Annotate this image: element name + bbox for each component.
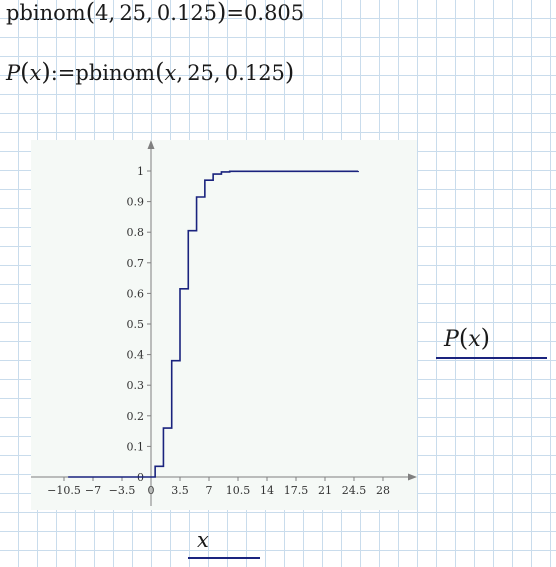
close-paren: ): [217, 0, 227, 26]
x-tick-label: 0: [148, 484, 155, 497]
open-paren: (: [20, 58, 30, 86]
axes-group: [31, 140, 417, 506]
result-value: 0.805: [244, 1, 305, 25]
argument-2: 25: [187, 61, 214, 85]
y-tick-label: 1: [137, 165, 144, 178]
y-tick-label: 0.5: [127, 318, 145, 331]
close-paren: ): [41, 58, 51, 86]
x-tick-label: −3.5: [109, 484, 136, 497]
close-paren: ): [480, 324, 490, 352]
x-tick-label: 7: [205, 484, 212, 497]
x-tick-label: 17.5: [284, 484, 309, 497]
definition-equation[interactable]: P(x):=pbinom(x, 25, 0.125): [6, 58, 295, 86]
x-tick-label: −10.5: [47, 484, 81, 497]
x-tick-label: 21: [318, 484, 332, 497]
trace-legend-line: [436, 357, 547, 359]
y-tick-label: 0.6: [127, 287, 145, 300]
open-paren: (: [85, 0, 96, 26]
x-tick-label: 3.5: [171, 484, 189, 497]
plot-canvas[interactable]: −10.5 −7 −3.5 0 3.5 7 10.5 14 17.5 21 24.5 280.10.2…: [31, 140, 417, 510]
cdf-step-trace: [68, 170, 359, 478]
x-tick-label: −7: [85, 484, 101, 497]
y-tick-label: 0.2: [127, 410, 145, 423]
equals-sign: =: [226, 1, 245, 25]
y-tick-label: 0.9: [127, 196, 145, 209]
trace-function-var: x: [468, 327, 481, 352]
x-tick-label: 14: [260, 484, 274, 497]
defined-function-var: x: [29, 61, 42, 85]
defined-function-name: P: [6, 61, 21, 85]
open-paren: (: [155, 58, 165, 86]
trace-label[interactable]: P(x): [444, 326, 490, 352]
x-tick-label: 28: [376, 484, 390, 497]
argument-1: x: [164, 61, 177, 85]
x-axis-label[interactable]: x: [197, 528, 209, 552]
x-tick-label: 10.5: [226, 484, 251, 497]
trace-function-name: P: [444, 327, 459, 352]
argument-3: 0.125: [156, 1, 218, 25]
function-name: pbinom: [6, 1, 86, 25]
define-operator: :=: [50, 61, 76, 85]
y-tick-label: 0.7: [127, 257, 145, 270]
y-tick-label: 0.4: [127, 349, 145, 362]
argument-1: 4: [95, 1, 109, 25]
y-axis-arrow: [147, 140, 155, 149]
y-tick-label: 0.3: [127, 379, 145, 392]
x-axis-label-underline: [188, 557, 260, 559]
function-name: pbinom: [75, 61, 156, 85]
plot-region[interactable]: −10.5 −7 −3.5 0 3.5 7 10.5 14 17.5 21 24.5 28 0.1 0.2…: [31, 140, 417, 510]
y-tick-label: 0.8: [127, 226, 145, 239]
ticks-group: −10.5 −7 −3.5 0 3.5 7 10.5 14 17.5 21 24.5 280.10.2…: [47, 165, 390, 497]
result-equation[interactable]: pbinom(4, 25, 0.125)=0.805: [6, 0, 305, 26]
y-tick-label: 0.1: [127, 440, 145, 453]
close-paren: ): [284, 58, 295, 86]
x-tick-label: 24.5: [342, 484, 367, 497]
argument-2: 25: [119, 1, 147, 25]
argument-3: 0.125: [224, 61, 285, 85]
x-axis-arrow: [408, 473, 417, 481]
trace-group: [68, 170, 359, 478]
open-paren: (: [458, 324, 469, 352]
